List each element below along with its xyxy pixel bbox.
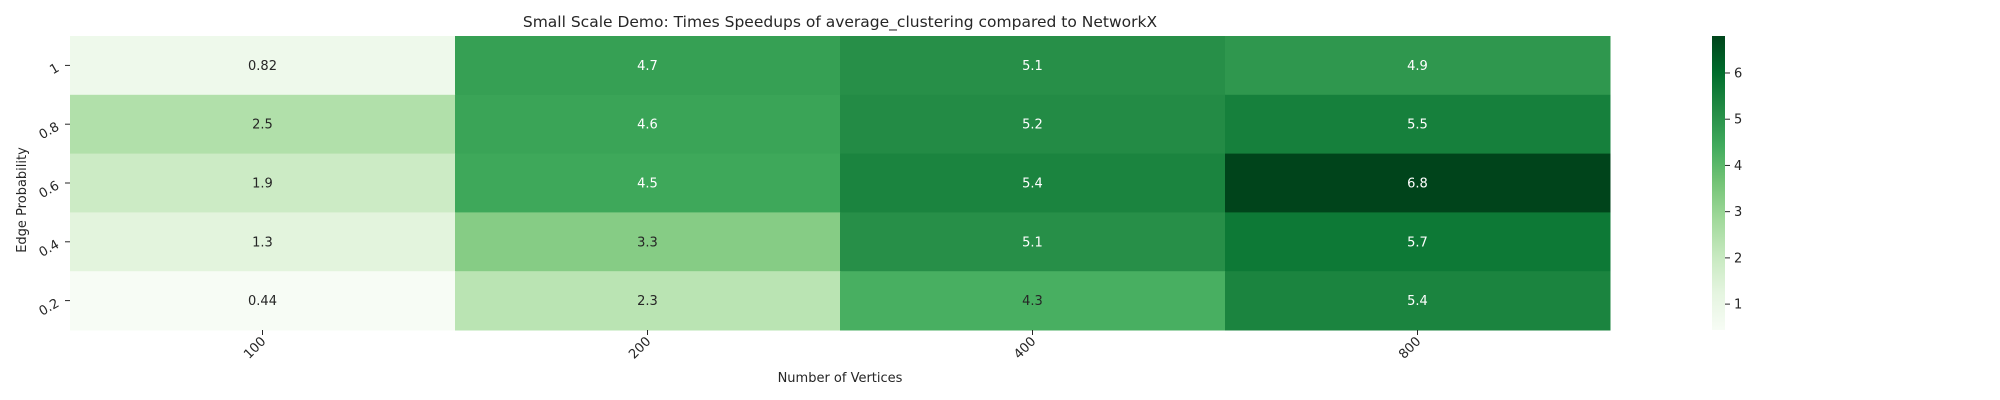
heatmap-cell-labels: 0.82 4.7 5.1 4.9 2.5 4.6 5.2 5.5 1.9 4.5 5.4 6.8 1.3… [248, 59, 1428, 309]
heatmap-cell [1225, 153, 1611, 213]
heatmap-cell [70, 271, 456, 331]
cell-value-label: 5.5 [1407, 118, 1428, 133]
heatmap-cell [70, 153, 456, 213]
heatmap-cell [840, 212, 1226, 272]
heatmap-cell [840, 153, 1226, 213]
x-axis-label: Number of Vertices [778, 371, 903, 386]
cell-value-label: 0.44 [248, 294, 277, 309]
heatmap-cell [70, 36, 456, 96]
colorbar-tick-label: 6 [1734, 66, 1742, 81]
cell-value-label: 2.5 [252, 118, 273, 133]
heatmap-cell [455, 271, 841, 331]
colorbar-tick-label: 1 [1734, 298, 1742, 313]
cell-value-label: 4.5 [637, 177, 658, 192]
cell-value-label: 5.1 [1022, 59, 1043, 74]
heatmap-cell [840, 36, 1226, 96]
cell-value-label: 4.7 [637, 59, 658, 74]
y-axis-label: Edge Probability [15, 147, 30, 253]
colorbar-tick-label: 5 [1734, 113, 1742, 128]
heatmap-cell [455, 94, 841, 155]
colorbar-tick-label: 2 [1734, 251, 1742, 266]
cell-value-label: 5.7 [1407, 235, 1428, 250]
heatmap-cell [70, 212, 456, 272]
cell-value-label: 1.3 [252, 235, 273, 250]
heatmap-cells [70, 36, 1611, 331]
cell-value-label: 4.9 [1407, 59, 1428, 74]
heatmap-cell [840, 94, 1226, 155]
cell-value-label: 2.3 [637, 294, 658, 309]
heatmap-cell [455, 212, 841, 272]
y-tick-label: 0.4 [37, 237, 62, 260]
colorbar: 1 2 3 4 5 6 [1712, 36, 1742, 330]
heatmap-cell [455, 153, 841, 213]
colorbar-gradient [1712, 36, 1725, 330]
cell-value-label: 5.1 [1022, 235, 1043, 250]
cell-value-label: 1.9 [252, 177, 273, 192]
cell-value-label: 5.4 [1407, 294, 1428, 309]
x-tick-label: 800 [1396, 334, 1424, 362]
heatmap-cell [1225, 94, 1611, 155]
x-axis: 100 200 400 800 [241, 330, 1424, 362]
heatmap-cell [840, 271, 1226, 331]
cell-value-label: 5.2 [1022, 118, 1043, 133]
cell-value-label: 0.82 [248, 59, 277, 74]
cell-value-label: 4.3 [1022, 294, 1043, 309]
colorbar-tick-label: 3 [1734, 205, 1742, 220]
x-tick-label: 400 [1011, 334, 1039, 362]
cell-value-label: 6.8 [1407, 177, 1428, 192]
cell-value-label: 5.4 [1022, 177, 1043, 192]
heatmap-cell [455, 36, 841, 96]
heatmap-cell [1225, 36, 1611, 96]
cell-value-label: 4.6 [637, 118, 658, 133]
y-tick-label: 1 [47, 61, 62, 78]
x-tick-label: 100 [241, 334, 269, 362]
heatmap-cell [1225, 271, 1611, 331]
y-axis: 1 0.8 0.6 0.4 0.2 [37, 61, 70, 319]
colorbar-tick-label: 4 [1734, 159, 1742, 174]
y-tick-label: 0.6 [37, 178, 62, 201]
y-tick-label: 0.2 [37, 296, 62, 319]
y-tick-label: 0.8 [37, 120, 62, 143]
heatmap-cell [70, 94, 456, 155]
chart-title: Small Scale Demo: Times Speedups of aver… [523, 13, 1158, 32]
x-tick-label: 200 [626, 334, 654, 362]
heatmap-cell [1225, 212, 1611, 272]
cell-value-label: 3.3 [637, 235, 658, 250]
